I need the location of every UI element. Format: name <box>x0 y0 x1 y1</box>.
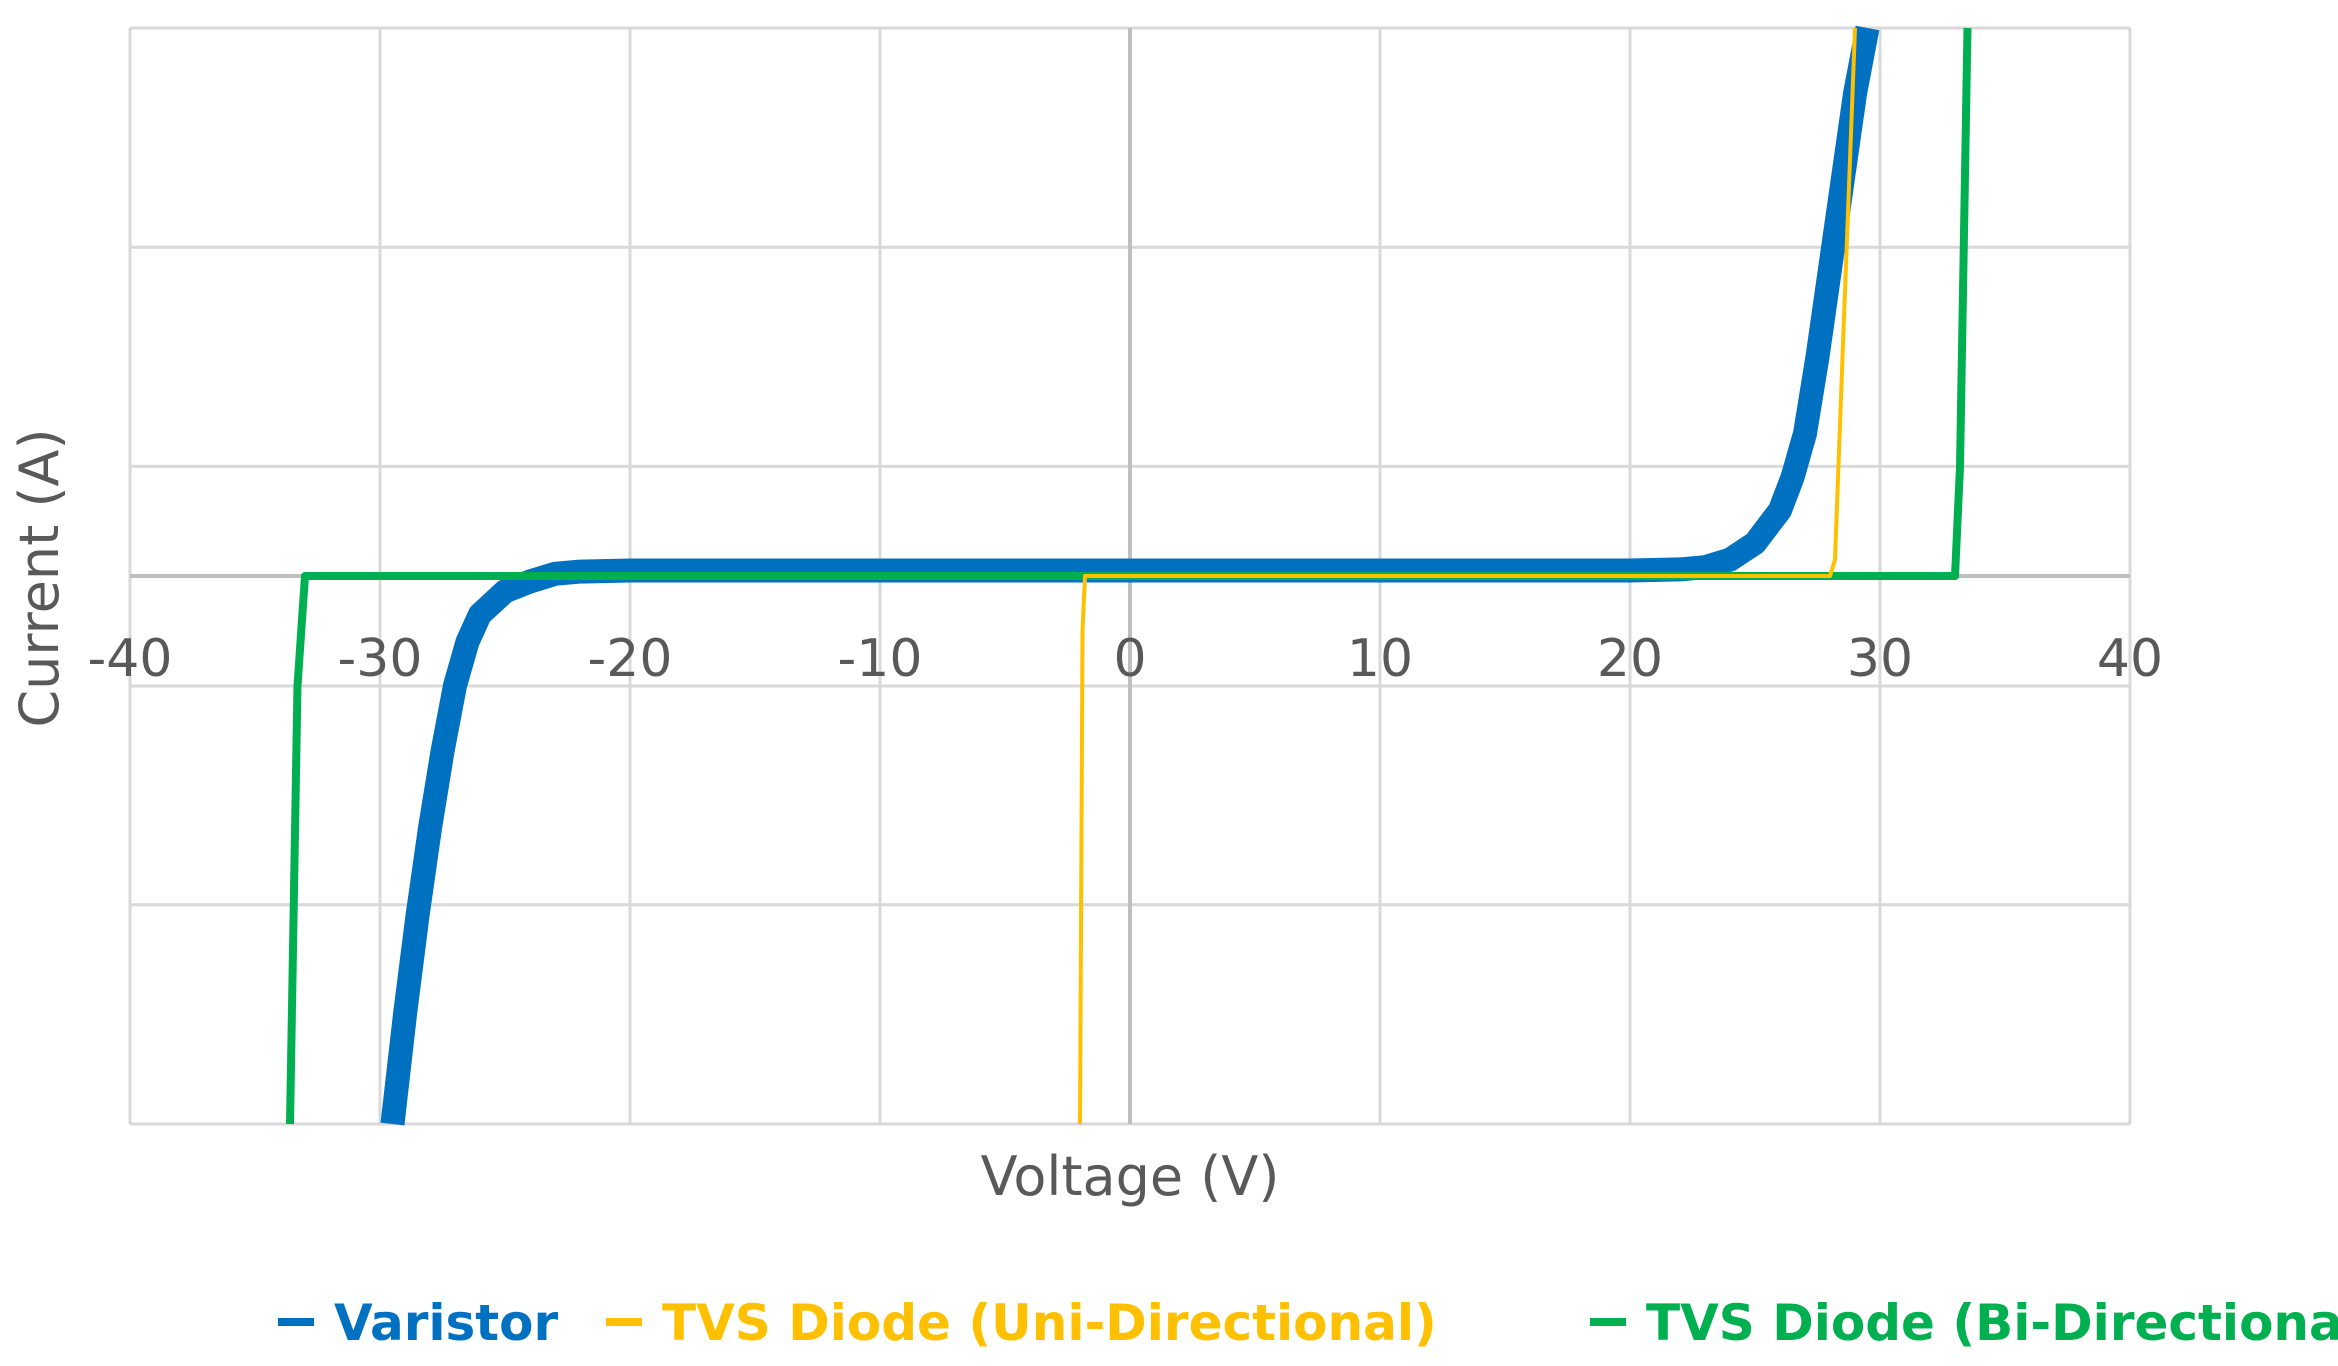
x-tick-label: -20 <box>588 629 673 689</box>
x-tick-labels: -40 -30 -20 -10 0 10 20 30 40 <box>88 629 2164 689</box>
x-axis-label: Voltage (V) <box>981 1145 1280 1208</box>
x-tick-label: 30 <box>1847 629 1913 689</box>
legend-item: TVS Diode (Bi-Directional) <box>1590 1294 2338 1352</box>
x-tick-label: 40 <box>2097 629 2163 689</box>
series-layer <box>286 25 1972 1126</box>
x-tick-label: -10 <box>838 629 923 689</box>
series-line-varistor <box>380 25 1880 1126</box>
legend-item: TVS Diode (Uni-Directional) <box>606 1294 1437 1352</box>
x-tick-label: -40 <box>88 629 173 689</box>
legend-item: Varistor <box>278 1294 559 1352</box>
y-axis-label: Current (A) <box>8 428 71 727</box>
series-line-tvs-diode-uni-directional <box>1078 27 1857 1125</box>
legend-label: TVS Diode (Uni-Directional) <box>662 1294 1437 1352</box>
x-tick-label: 20 <box>1597 629 1663 689</box>
x-tick-label: 0 <box>1113 629 1146 689</box>
legend: Varistor TVS Diode (Uni-Directional) TVS D… <box>278 1294 2338 1352</box>
x-tick-label: -30 <box>338 629 423 689</box>
x-tick-label: 10 <box>1347 629 1413 689</box>
legend-label: Varistor <box>334 1294 559 1352</box>
legend-label: TVS Diode (Bi-Directional) <box>1646 1294 2338 1352</box>
